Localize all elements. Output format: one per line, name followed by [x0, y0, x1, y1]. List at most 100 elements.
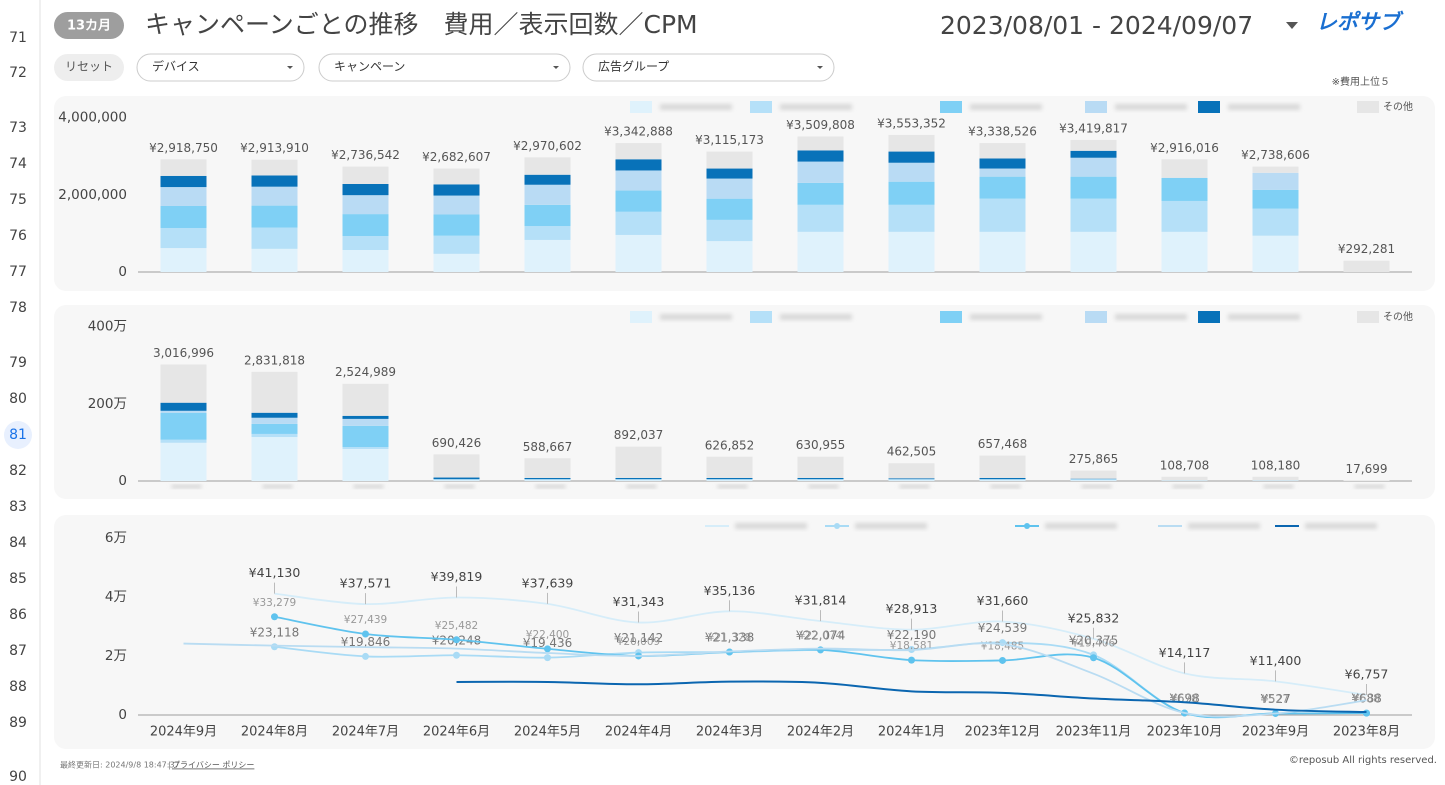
bar-segment: [160, 205, 207, 228]
bar-segment: [251, 186, 298, 206]
row-number: 75: [9, 192, 27, 208]
bar-segment: [1070, 176, 1117, 199]
row-number: 88: [9, 679, 27, 695]
legend-swatch: [1198, 311, 1220, 323]
bar-segment: [797, 456, 844, 478]
privacy-link[interactable]: プライバシー ポリシー: [172, 761, 254, 770]
point: [544, 645, 551, 653]
dropdown[interactable]: [582, 53, 835, 82]
total-label: ¥3,115,173: [695, 133, 764, 147]
bar-segment: [160, 442, 207, 481]
bar-segment: [1343, 480, 1390, 481]
reset-button[interactable]: [54, 54, 124, 81]
point: [817, 646, 824, 654]
date-dropdown-arrow[interactable]: [1286, 22, 1298, 29]
x-tick-label: 2024年5月: [514, 725, 581, 740]
value-label: ¥28,913: [886, 601, 938, 616]
total-label: ¥2,682,607: [422, 150, 491, 164]
separator: |: [168, 761, 171, 770]
point: [544, 654, 551, 662]
row-number: 73: [9, 120, 27, 136]
bar-segment: [342, 425, 389, 448]
blurred-x-label: [171, 485, 202, 488]
value-label: ¥33,279: [253, 597, 296, 609]
bar-segment: [160, 248, 207, 272]
row-number: 76: [9, 228, 27, 244]
dropdown[interactable]: [318, 53, 571, 82]
bar-segment: [1161, 231, 1208, 272]
legend-label-blurred: [780, 314, 852, 320]
legend-label-blurred: [1045, 523, 1117, 529]
bar-segment: [160, 364, 207, 403]
date-range[interactable]: 2023/08/01 - 2024/09/07: [940, 11, 1253, 40]
y-tick-label: 4万: [105, 589, 127, 605]
row-number: 89: [9, 715, 27, 731]
value-label: ¥14,117: [1159, 645, 1211, 660]
value-label: ¥20,009: [617, 636, 660, 648]
x-tick-label: 2023年12月: [965, 725, 1041, 740]
legend-swatch: [1357, 101, 1379, 113]
total-label: 2,831,818: [244, 353, 305, 367]
blurred-x-label: [1081, 485, 1112, 488]
legend-label: その他: [1383, 310, 1413, 323]
bar-segment: [1070, 157, 1117, 177]
legend-label-blurred: [1115, 104, 1187, 110]
blurred-x-label: [262, 485, 293, 488]
bar-segment: [1161, 476, 1208, 481]
last-updated: 最終更新日: 2024/9/8 18:47:37: [60, 760, 180, 770]
point: [453, 636, 460, 644]
bar-segment: [615, 190, 662, 212]
bar-segment: [433, 253, 480, 272]
row-number: 85: [9, 571, 27, 587]
series-line: [183, 642, 1367, 718]
legend-label-blurred: [1115, 314, 1187, 320]
blurred-x-label: [1172, 485, 1203, 488]
bar-segment: [342, 415, 389, 419]
total-label: 462,505: [887, 445, 937, 459]
bar-segment: [615, 477, 662, 480]
bar-segment: [888, 480, 935, 481]
value-label: ¥6,757: [1345, 667, 1389, 682]
value-label: ¥527: [1260, 692, 1291, 706]
total-label: ¥3,338,526: [968, 125, 1037, 139]
period-badge[interactable]: [54, 12, 124, 39]
bar-segment: [342, 383, 389, 416]
value-label: ¥37,639: [522, 575, 574, 590]
legend-label-blurred: [660, 104, 732, 110]
x-tick-label: 2023年11月: [1056, 725, 1132, 740]
value-label: ¥25,832: [1068, 610, 1120, 625]
blurred-x-label: [717, 485, 748, 488]
bar-segment: [342, 166, 389, 184]
bar-segment: [706, 178, 753, 199]
blurred-x-label: [353, 485, 384, 488]
bar-segment: [251, 205, 298, 228]
dropdown-arrow: [553, 66, 559, 69]
bar-segment: [342, 195, 389, 215]
value-label: ¥31,343: [613, 594, 665, 609]
bar-segment: [888, 162, 935, 182]
point: [1363, 709, 1370, 717]
bar-segment: [524, 157, 571, 175]
bar-segment: [160, 159, 207, 176]
dropdown-label: デバイス: [152, 59, 200, 74]
bar-segment: [888, 231, 935, 272]
y-tick-label: 0: [118, 264, 127, 280]
point: [1090, 654, 1097, 662]
x-tick-label: 2023年8月: [1333, 725, 1400, 740]
bar-segment: [888, 181, 935, 205]
bar-segment: [979, 176, 1026, 199]
page-title: キャンペーンごとの推移 費用／表示回数／CPM: [145, 10, 698, 39]
bar-segment: [888, 463, 935, 479]
legend-label: その他: [1383, 100, 1413, 113]
value-label: ¥23,118: [250, 625, 300, 639]
x-tick-label: 2023年10月: [1147, 725, 1223, 740]
blurred-x-label: [808, 485, 839, 488]
bar-segment: [251, 412, 298, 418]
value-label: ¥20,375: [1069, 633, 1119, 647]
blurred-x-label: [899, 485, 930, 488]
row-number: 84: [9, 535, 27, 551]
dropdown[interactable]: [136, 53, 305, 82]
y-tick-label: 200万: [88, 396, 127, 412]
x-tick-label: 2024年2月: [787, 725, 854, 740]
row-number: 77: [9, 264, 27, 280]
